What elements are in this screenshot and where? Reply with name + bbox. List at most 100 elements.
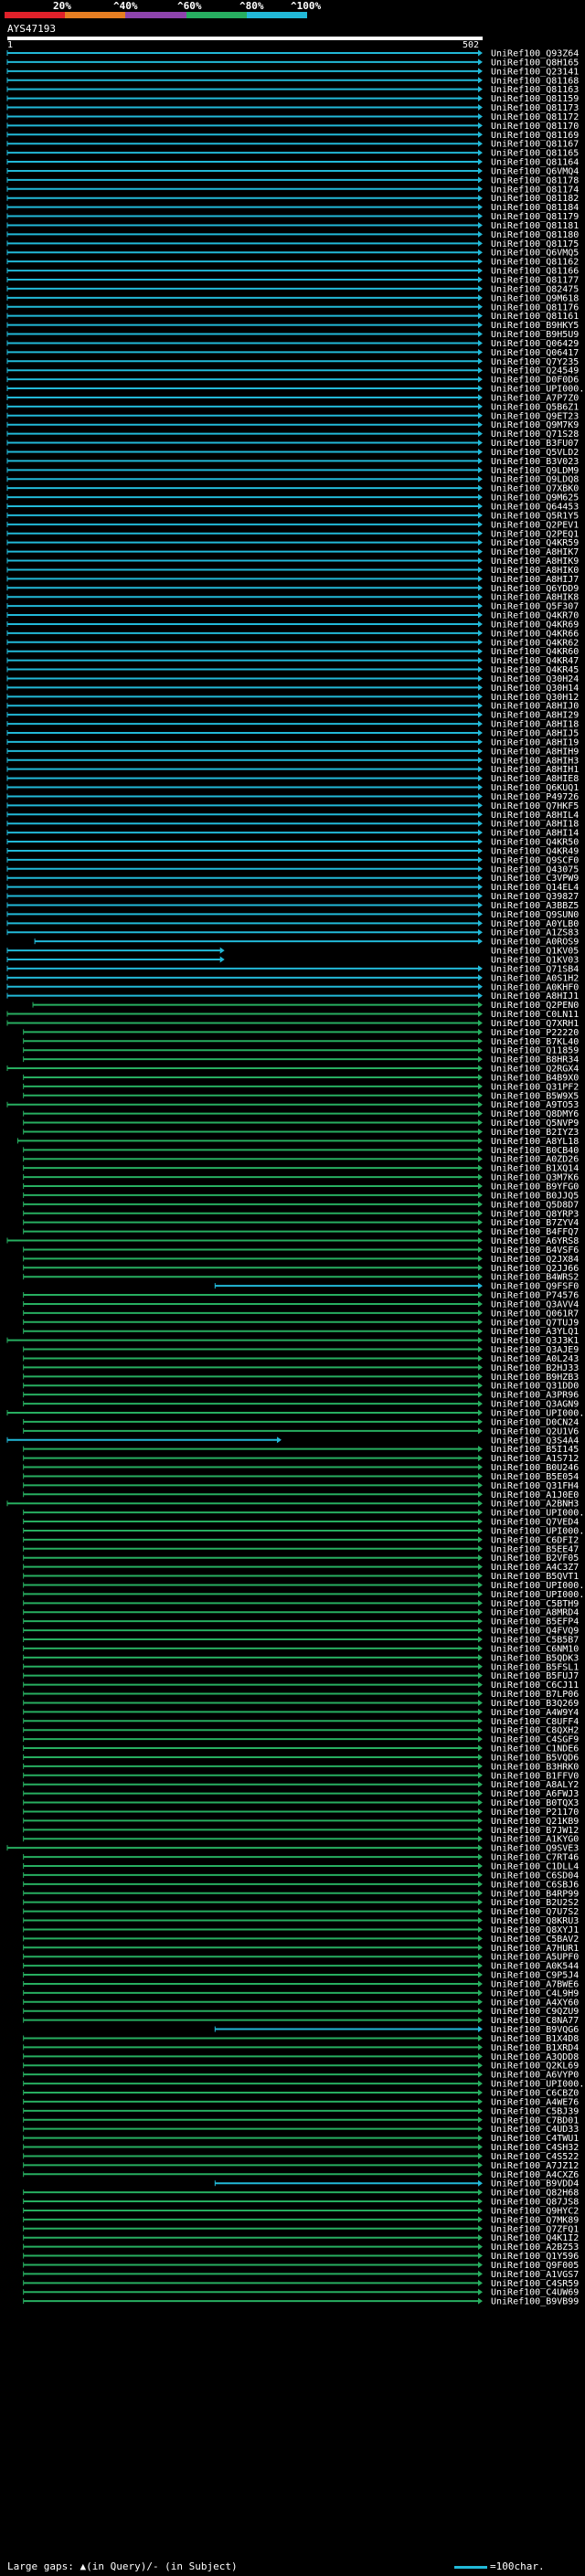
hit-id-label[interactable]: UniRef100_Q5R1Y5 xyxy=(491,511,579,521)
hit-id-label[interactable]: UniRef100_A1S712 xyxy=(491,1454,579,1464)
hit-id-label[interactable]: UniRef100_B4VSF6 xyxy=(491,1246,579,1256)
hit-id-label[interactable]: UniRef100_B0U246 xyxy=(491,1463,579,1473)
hit-id-label[interactable]: UniRef100_Q1KV05 xyxy=(491,947,579,957)
hit-id-label[interactable]: UniRef100_Q81161 xyxy=(491,312,579,322)
hit-id-label[interactable]: UniRef100_UPI000... xyxy=(491,1409,585,1419)
hit-id-label[interactable]: UniRef100_Q8XYJ1 xyxy=(491,1925,579,1935)
hit-id-label[interactable]: UniRef100_C4SGF9 xyxy=(491,1735,579,1745)
hit-id-label[interactable]: UniRef100_Q7XBK0 xyxy=(491,484,579,494)
hit-id-label[interactable]: UniRef100_Q2RGX4 xyxy=(491,1065,579,1075)
hit-id-label[interactable]: UniRef100_A1ZS83 xyxy=(491,928,579,938)
hit-id-label[interactable]: UniRef100_A3QDD8 xyxy=(491,2052,579,2062)
hit-id-label[interactable]: UniRef100_B9VDD4 xyxy=(491,2179,579,2189)
hit-id-label[interactable]: UniRef100_B9YFG0 xyxy=(491,1182,579,1193)
hit-id-label[interactable]: UniRef100_Q06417 xyxy=(491,348,579,358)
hit-id-label[interactable]: UniRef100_B5QVT1 xyxy=(491,1572,579,1582)
hit-id-label[interactable]: UniRef100_Q9LDM9 xyxy=(491,466,579,476)
hit-id-label[interactable]: UniRef100_P49726 xyxy=(491,792,579,802)
hit-id-label[interactable]: UniRef100_A8HIH9 xyxy=(491,747,579,757)
hit-id-label[interactable]: UniRef100_C7BD01 xyxy=(491,2115,579,2125)
hit-id-label[interactable]: UniRef100_Q9SUN0 xyxy=(491,910,579,920)
hit-id-label[interactable]: UniRef100_B1XRD4 xyxy=(491,2043,579,2053)
hit-id-label[interactable]: UniRef100_Q81165 xyxy=(491,149,579,159)
hit-id-label[interactable]: UniRef100_B5FUJ7 xyxy=(491,1671,579,1681)
hit-id-label[interactable]: UniRef100_Q81178 xyxy=(491,175,579,186)
hit-id-label[interactable]: UniRef100_Q4KR60 xyxy=(491,647,579,657)
hit-id-label[interactable]: UniRef100_Q31FH4 xyxy=(491,1481,579,1491)
hit-id-label[interactable]: UniRef100_B3FU07 xyxy=(491,439,579,449)
hit-id-label[interactable]: UniRef100_A8HIJ1 xyxy=(491,991,579,1002)
hit-id-label[interactable]: UniRef100_A8HI18 xyxy=(491,820,579,830)
hit-id-label[interactable]: UniRef100_A0K544 xyxy=(491,1962,579,1972)
hit-id-label[interactable]: UniRef100_A8HI29 xyxy=(491,711,579,721)
hit-id-label[interactable]: UniRef100_Q2JX84 xyxy=(491,1255,579,1265)
hit-id-label[interactable]: UniRef100_B2HJ33 xyxy=(491,1363,579,1373)
hit-id-label[interactable]: UniRef100_B1X4D8 xyxy=(491,2034,579,2044)
hit-id-label[interactable]: UniRef100_Q9HYC2 xyxy=(491,2206,579,2216)
hit-id-label[interactable]: UniRef100_Q39827 xyxy=(491,892,579,902)
hit-id-label[interactable]: UniRef100_Q30H24 xyxy=(491,674,579,684)
hit-id-label[interactable]: UniRef100_B7LP06 xyxy=(491,1690,579,1700)
hit-id-label[interactable]: UniRef100_C4UD33 xyxy=(491,2125,579,2135)
hit-id-label[interactable]: UniRef100_A8HIK7 xyxy=(491,547,579,557)
hit-id-label[interactable]: UniRef100_B3HRK0 xyxy=(491,1762,579,1772)
hit-id-label[interactable]: UniRef100_Q81176 xyxy=(491,302,579,313)
hit-id-label[interactable]: UniRef100_A8HI19 xyxy=(491,737,579,747)
hit-id-label[interactable]: UniRef100_C8UFF4 xyxy=(491,1717,579,1727)
hit-id-label[interactable]: UniRef100_Q4KR50 xyxy=(491,838,579,848)
hit-id-label[interactable]: UniRef100_Q4K1I2 xyxy=(491,2233,579,2243)
hit-id-label[interactable]: UniRef100_B2VF05 xyxy=(491,1553,579,1564)
hit-id-label[interactable]: UniRef100_Q82475 xyxy=(491,284,579,294)
hit-id-label[interactable]: UniRef100_C3VPW9 xyxy=(491,874,579,884)
hit-id-label[interactable]: UniRef100_C5BTH9 xyxy=(491,1599,579,1609)
hit-id-label[interactable]: UniRef100_A8HI14 xyxy=(491,829,579,839)
hit-id-label[interactable]: UniRef100_Q6YDD9 xyxy=(491,584,579,594)
hit-id-label[interactable]: UniRef100_A4C3Z7 xyxy=(491,1563,579,1573)
hit-id-label[interactable]: UniRef100_B0JJQ5 xyxy=(491,1191,579,1201)
hit-id-label[interactable]: UniRef100_Q2KL69 xyxy=(491,2062,579,2072)
hit-id-label[interactable]: UniRef100_Q9FSF0 xyxy=(491,1282,579,1292)
hit-id-label[interactable]: UniRef100_Q9SVE3 xyxy=(491,1844,579,1854)
hit-id-label[interactable]: UniRef100_Q06429 xyxy=(491,339,579,349)
hit-id-label[interactable]: UniRef100_C5BJ39 xyxy=(491,2106,579,2116)
hit-id-label[interactable]: UniRef100_UPI000... xyxy=(491,385,585,395)
hit-id-label[interactable]: UniRef100_Q81162 xyxy=(491,258,579,268)
hit-id-label[interactable]: UniRef100_UPI000... xyxy=(491,1581,585,1591)
hit-id-label[interactable]: UniRef100_Q6VMQ5 xyxy=(491,249,579,259)
hit-id-label[interactable]: UniRef100_B5FSL1 xyxy=(491,1662,579,1672)
hit-id-label[interactable]: UniRef100_A0S1H2 xyxy=(491,973,579,983)
hit-id-label[interactable]: UniRef100_B9VQG6 xyxy=(491,2025,579,2035)
hit-id-label[interactable]: UniRef100_Q23141 xyxy=(491,67,579,77)
hit-id-label[interactable]: UniRef100_UPI000... xyxy=(491,1526,585,1536)
hit-id-label[interactable]: UniRef100_B9H5U9 xyxy=(491,330,579,340)
hit-id-label[interactable]: UniRef100_Q81177 xyxy=(491,276,579,286)
hit-id-label[interactable]: UniRef100_A1VGS7 xyxy=(491,2270,579,2280)
hit-id-label[interactable]: UniRef100_A3PR96 xyxy=(491,1391,579,1401)
hit-id-label[interactable]: UniRef100_A4WE76 xyxy=(491,2097,579,2107)
hit-id-label[interactable]: UniRef100_B5E054 xyxy=(491,1472,579,1482)
hit-id-label[interactable]: UniRef100_C4TWU1 xyxy=(491,2134,579,2144)
hit-id-label[interactable]: UniRef100_Q81164 xyxy=(491,158,579,168)
hit-id-label[interactable]: UniRef100_Q81169 xyxy=(491,131,579,141)
hit-id-label[interactable]: UniRef100_B3Q269 xyxy=(491,1699,579,1709)
hit-id-label[interactable]: UniRef100_Q2PEQ1 xyxy=(491,529,579,539)
hit-id-label[interactable]: UniRef100_Q31PF2 xyxy=(491,1082,579,1092)
hit-id-label[interactable]: UniRef100_C4SH32 xyxy=(491,2143,579,2153)
hit-id-label[interactable]: UniRef100_A8HIE8 xyxy=(491,774,579,784)
hit-id-label[interactable]: UniRef100_B5QDK3 xyxy=(491,1653,579,1663)
hit-id-label[interactable]: UniRef100_B4RP99 xyxy=(491,1889,579,1899)
hit-id-label[interactable]: UniRef100_P22220 xyxy=(491,1028,579,1038)
hit-id-label[interactable]: UniRef100_A8HIK8 xyxy=(491,593,579,603)
hit-id-label[interactable]: UniRef100_C6DFI2 xyxy=(491,1535,579,1545)
hit-id-label[interactable]: UniRef100_A2BZ53 xyxy=(491,2242,579,2253)
hit-id-label[interactable]: UniRef100_Q5F307 xyxy=(491,602,579,612)
hit-id-label[interactable]: UniRef100_Q061R7 xyxy=(491,1309,579,1319)
hit-id-label[interactable]: UniRef100_Q8KRU3 xyxy=(491,1916,579,1926)
hit-id-label[interactable]: UniRef100_B5EE47 xyxy=(491,1544,579,1554)
hit-id-label[interactable]: UniRef100_C6SBJ6 xyxy=(491,1880,579,1890)
hit-id-label[interactable]: UniRef100_Q4KR62 xyxy=(491,638,579,648)
hit-id-label[interactable]: UniRef100_Q81166 xyxy=(491,267,579,277)
hit-id-label[interactable]: UniRef100_C4L9H9 xyxy=(491,1988,579,1998)
hit-id-label[interactable]: UniRef100_C8NA77 xyxy=(491,2016,579,2026)
hit-id-label[interactable]: UniRef100_Q31DD0 xyxy=(491,1382,579,1392)
